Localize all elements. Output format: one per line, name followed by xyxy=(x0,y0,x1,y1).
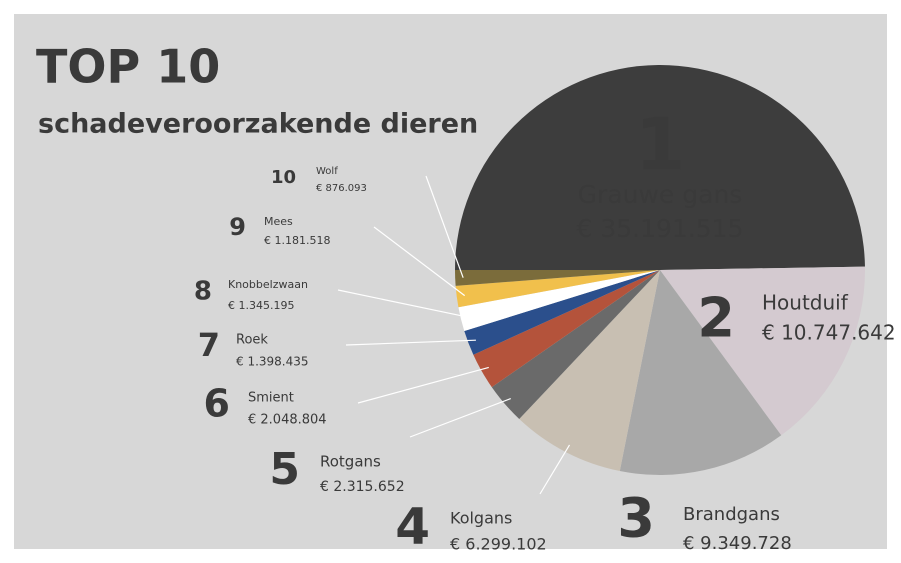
slice xyxy=(660,266,865,436)
leader-line xyxy=(373,226,466,297)
value-label: € 10.747.642 xyxy=(762,321,896,345)
category-label: Brandgans xyxy=(683,504,780,525)
value-label: € 876.093 xyxy=(316,183,367,194)
value-label: € 2.048.804 xyxy=(248,413,327,428)
slice xyxy=(519,270,660,472)
rank: 5 xyxy=(269,444,300,495)
slice xyxy=(473,270,660,388)
slice xyxy=(455,270,660,308)
leader-line xyxy=(409,398,511,438)
value-label: € 1.181.518 xyxy=(264,234,330,247)
pie xyxy=(455,65,865,475)
rank: 6 xyxy=(204,382,230,426)
slice xyxy=(455,270,660,286)
leader-line xyxy=(539,444,571,495)
rank: 4 xyxy=(395,498,430,556)
category-label: Mees xyxy=(264,215,293,228)
slice xyxy=(458,270,660,332)
rank: 2 xyxy=(697,287,735,350)
rank: 3 xyxy=(617,487,655,550)
slice xyxy=(455,65,865,270)
category-label: Rotgans xyxy=(320,453,381,471)
leader-line xyxy=(357,366,489,404)
subtitle: schadeveroorzakende dieren xyxy=(38,109,478,140)
rank: 1 xyxy=(635,103,685,187)
leader-line xyxy=(425,175,464,278)
category-label: Wolf xyxy=(316,166,338,177)
value-label: € 35.191.515 xyxy=(577,214,744,243)
value-label: € 2.315.652 xyxy=(320,479,405,495)
rank: 7 xyxy=(198,326,220,364)
value-label: € 1.345.195 xyxy=(228,299,294,312)
rank: 10 xyxy=(271,167,296,188)
category-label: Knobbelzwaan xyxy=(228,278,308,291)
slice xyxy=(491,270,660,420)
category-label: Kolgans xyxy=(450,509,512,528)
value-label: € 6.299.102 xyxy=(450,535,547,554)
leader-line xyxy=(337,289,469,318)
title: TOP 10 xyxy=(36,40,220,94)
category-label: Roek xyxy=(236,333,268,348)
leader-line xyxy=(345,339,476,346)
rank: 8 xyxy=(194,277,212,307)
slice xyxy=(464,270,660,355)
value-label: € 9.349.728 xyxy=(683,533,792,554)
value-label: € 1.398.435 xyxy=(236,355,309,369)
rank: 9 xyxy=(229,213,246,241)
category-label: Houtduif xyxy=(762,291,849,315)
category-label: Grauwe gans xyxy=(578,180,743,209)
category-label: Smient xyxy=(248,391,294,406)
slice xyxy=(619,270,782,475)
